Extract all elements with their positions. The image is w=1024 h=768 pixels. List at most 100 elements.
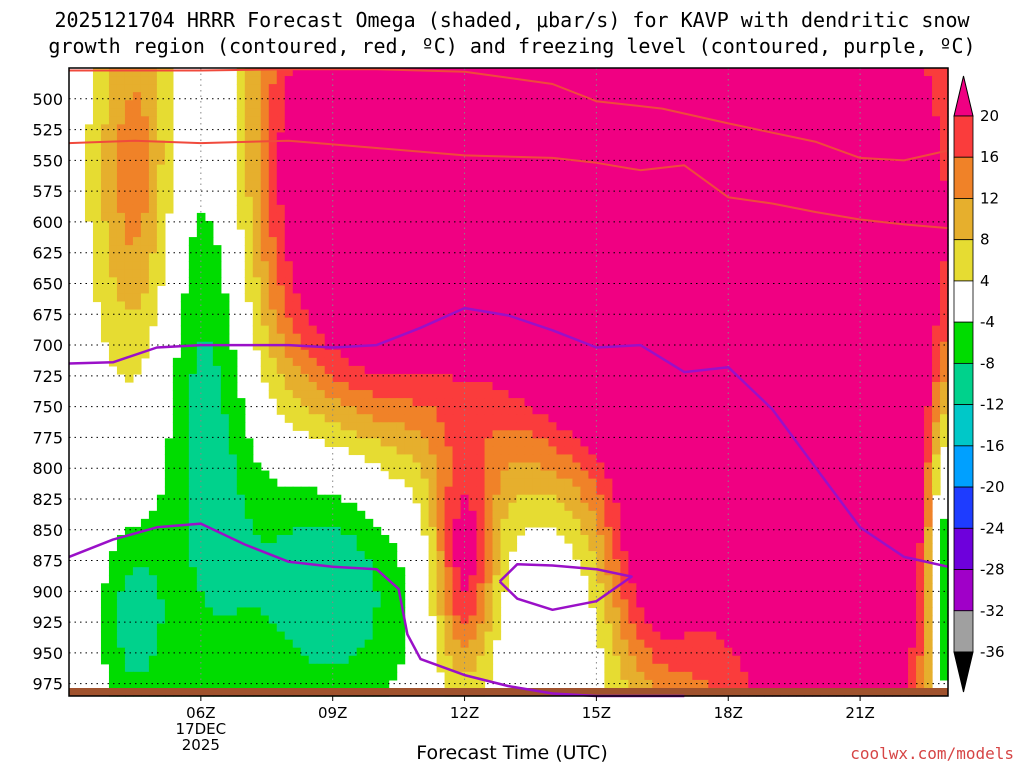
- omega-cell: [596, 92, 605, 101]
- omega-cell: [692, 301, 701, 311]
- omega-cell: [508, 414, 518, 423]
- omega-cell: [404, 124, 414, 134]
- omega-cell: [716, 357, 725, 367]
- omega-cell: [452, 253, 462, 262]
- omega-cell: [916, 454, 925, 464]
- omega-field: [84, 68, 949, 697]
- omega-cell: [140, 188, 150, 198]
- omega-cell: [252, 325, 262, 335]
- omega-cell: [356, 148, 366, 158]
- omega-cell: [676, 237, 685, 246]
- omega-cell: [652, 438, 661, 448]
- omega-cell: [292, 382, 302, 391]
- omega-cell: [452, 406, 462, 415]
- omega-cell: [884, 253, 893, 262]
- omega-cell: [516, 454, 526, 464]
- omega-cell: [596, 156, 605, 166]
- omega-cell: [716, 237, 725, 246]
- omega-cell: [596, 108, 605, 117]
- omega-cell: [748, 140, 757, 150]
- omega-cell: [596, 478, 605, 488]
- omega-cell: [468, 196, 478, 206]
- omega-cell: [900, 204, 909, 214]
- omega-cell: [644, 438, 653, 448]
- omega-cell: [204, 333, 214, 343]
- omega-cell: [804, 341, 813, 351]
- omega-cell: [220, 349, 230, 359]
- omega-cell: [780, 357, 789, 367]
- omega-cell: [156, 116, 166, 125]
- omega-cell: [812, 414, 821, 423]
- omega-cell: [276, 277, 286, 286]
- omega-cell: [436, 269, 446, 278]
- omega-cell: [924, 212, 933, 222]
- omega-cell: [764, 341, 773, 351]
- omega-cell: [884, 100, 893, 109]
- omega-cell: [748, 92, 757, 101]
- omega-cell: [148, 293, 158, 303]
- omega-cell: [748, 349, 757, 359]
- omega-cell: [644, 317, 653, 327]
- omega-cell: [572, 188, 582, 198]
- omega-cell: [388, 220, 398, 230]
- omega-cell: [420, 454, 430, 464]
- omega-cell: [396, 414, 406, 423]
- omega-cell: [812, 156, 821, 166]
- omega-cell: [140, 301, 150, 311]
- omega-cell: [892, 140, 901, 150]
- omega-cell: [532, 84, 542, 93]
- omega-cell: [540, 196, 550, 206]
- omega-cell: [588, 253, 597, 262]
- omega-cell: [540, 293, 550, 303]
- omega-cell: [644, 390, 653, 399]
- omega-cell: [772, 301, 781, 311]
- omega-cell: [732, 172, 741, 182]
- omega-cell: [372, 116, 382, 125]
- omega-cell: [796, 357, 805, 367]
- omega-cell: [380, 462, 390, 472]
- omega-cell: [428, 325, 438, 335]
- omega-cell: [236, 462, 246, 472]
- omega-cell: [572, 253, 582, 262]
- omega-cell: [108, 317, 118, 327]
- omega-cell: [420, 76, 430, 85]
- omega-cell: [908, 277, 917, 286]
- omega-cell: [676, 406, 685, 415]
- omega-cell: [404, 132, 414, 142]
- omega-cell: [108, 333, 118, 343]
- omega-cell: [716, 84, 725, 93]
- omega-cell: [884, 68, 893, 77]
- omega-cell: [420, 390, 430, 399]
- omega-cell: [372, 84, 382, 93]
- omega-cell: [900, 124, 909, 134]
- omega-cell: [644, 172, 653, 182]
- omega-cell: [452, 196, 462, 206]
- omega-cell: [620, 301, 629, 311]
- omega-cell: [236, 422, 246, 431]
- omega-cell: [748, 373, 757, 383]
- omega-cell: [492, 341, 502, 351]
- omega-cell: [420, 373, 430, 383]
- omega-cell: [676, 261, 685, 270]
- omega-cell: [628, 333, 637, 343]
- omega-cell: [204, 277, 214, 286]
- omega-cell: [324, 301, 334, 311]
- omega-cell: [828, 406, 837, 415]
- omega-cell: [820, 470, 829, 480]
- omega-cell: [732, 422, 741, 431]
- omega-cell: [884, 229, 893, 238]
- omega-cell: [756, 390, 765, 399]
- omega-cell: [284, 414, 294, 423]
- omega-cell: [604, 261, 613, 270]
- omega-cell: [780, 253, 789, 262]
- omega-cell: [660, 148, 669, 158]
- omega-cell: [484, 325, 494, 335]
- omega-cell: [820, 317, 829, 327]
- omega-cell: [876, 365, 885, 375]
- omega-cell: [892, 237, 901, 246]
- omega-cell: [780, 373, 789, 383]
- omega-cell: [548, 382, 558, 391]
- omega-cell: [124, 301, 134, 311]
- omega-cell: [276, 333, 286, 343]
- omega-cell: [692, 462, 701, 472]
